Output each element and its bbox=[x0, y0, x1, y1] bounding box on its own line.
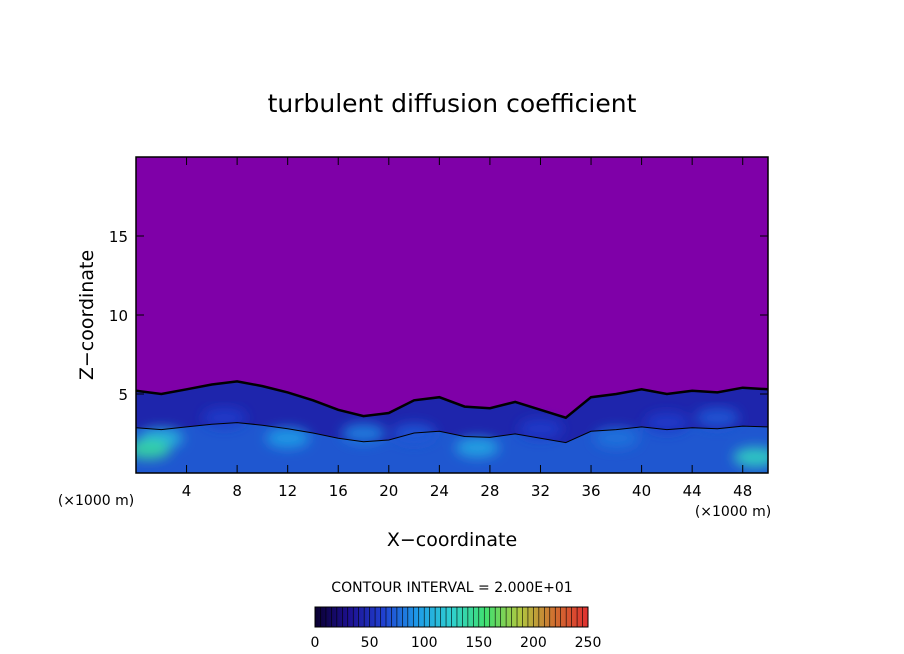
inner-contour bbox=[136, 422, 768, 444]
eddy-region bbox=[136, 439, 171, 460]
x-tick-label: 44 bbox=[683, 482, 702, 500]
y-tick-label: 5 bbox=[118, 386, 128, 404]
x-tick-label: 48 bbox=[733, 482, 752, 500]
eddy-region bbox=[341, 423, 386, 444]
boundary-layer-top-contour bbox=[136, 380, 768, 420]
x-tick-label: 40 bbox=[632, 482, 651, 500]
colorbar-tick-label: 250 bbox=[575, 635, 602, 651]
colorbar-tick-label: 100 bbox=[411, 635, 438, 651]
x-tick-label: 32 bbox=[531, 482, 550, 500]
eddy-region bbox=[518, 418, 563, 439]
x-axis-label: X−coordinate bbox=[387, 529, 517, 551]
x-axis-ticks: 4 8 12 16 20 24 28 32 36 40 44 48 bbox=[182, 157, 752, 500]
x-axis-unit: (×1000 m) bbox=[695, 504, 771, 520]
eddy-region bbox=[594, 428, 639, 449]
eddy-region bbox=[644, 412, 689, 433]
chart-title: turbulent diffusion coefficient bbox=[268, 89, 637, 118]
plot-area bbox=[135, 156, 769, 474]
x-tick-label: 20 bbox=[379, 482, 398, 500]
colorbar-tick-label: 50 bbox=[361, 635, 379, 651]
eddy-region bbox=[265, 428, 310, 449]
y-axis-label: Z−coordinate bbox=[76, 250, 98, 380]
x-tick-label: 28 bbox=[480, 482, 499, 500]
y-axis-ticks: 5 10 15 bbox=[109, 228, 768, 404]
eddy-region bbox=[733, 447, 768, 468]
y-axis-unit: (×1000 m) bbox=[58, 493, 134, 509]
x-tick-label: 12 bbox=[278, 482, 297, 500]
eddy-region bbox=[455, 437, 500, 458]
x-tick-label: 24 bbox=[430, 482, 449, 500]
colorbar-tick-label: 0 bbox=[311, 635, 320, 651]
colorbar-tick-label: 200 bbox=[520, 635, 547, 651]
contour-interval-label: CONTOUR INTERVAL = 2.000E+01 bbox=[331, 580, 572, 596]
colorbar: 0 50 100 150 200 250 bbox=[311, 606, 602, 651]
x-tick-label: 8 bbox=[232, 482, 242, 500]
colorbar-ticks: 0 50 100 150 200 250 bbox=[311, 635, 602, 651]
y-tick-label: 15 bbox=[109, 228, 128, 246]
x-tick-label: 16 bbox=[329, 482, 348, 500]
x-tick-label: 36 bbox=[581, 482, 600, 500]
y-tick-label: 10 bbox=[109, 307, 128, 325]
x-tick-label: 4 bbox=[182, 482, 192, 500]
eddy-region bbox=[695, 407, 740, 428]
colorbar-tick-label: 150 bbox=[465, 635, 492, 651]
colorbar-contour-stripes bbox=[320, 607, 583, 627]
